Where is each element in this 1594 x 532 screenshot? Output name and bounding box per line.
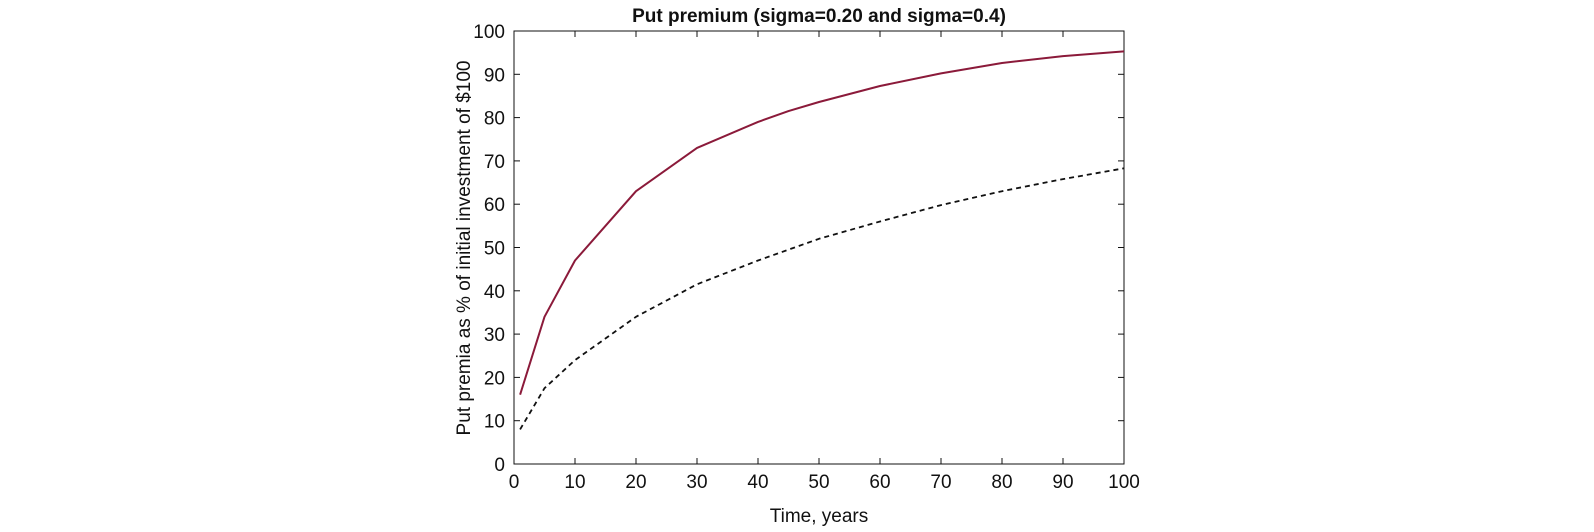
series-line-2 bbox=[519, 167, 1125, 430]
x-tick-label: 100 bbox=[1108, 472, 1140, 493]
x-tick-label: 20 bbox=[625, 472, 646, 493]
y-tick-label: 90 bbox=[484, 65, 505, 86]
y-tick-label: 70 bbox=[484, 152, 505, 173]
x-tick-label: 0 bbox=[509, 472, 520, 493]
series-line-1 bbox=[519, 50, 1125, 395]
y-tick-label: 60 bbox=[484, 195, 505, 216]
y-tick-label: 40 bbox=[484, 282, 505, 303]
plot-frame bbox=[513, 30, 1125, 465]
chart-title: Put premium (sigma=0.20 and sigma=0.4) bbox=[632, 6, 1006, 27]
plot-area bbox=[513, 30, 1125, 465]
y-tick-label: 10 bbox=[484, 412, 505, 433]
y-axis-label: Put premia as % of initial investment of… bbox=[454, 61, 475, 436]
y-tick-label: 50 bbox=[484, 239, 505, 260]
ticks-group: 0 10 20 30 40 50 60 70 80 90 100 0 10 20 30 40 50 60 70 80 9… bbox=[473, 22, 1140, 493]
x-tick-label: 90 bbox=[1052, 472, 1073, 493]
x-tick-label: 80 bbox=[991, 472, 1012, 493]
x-tick-label: 70 bbox=[930, 472, 951, 493]
y-tick-label: 30 bbox=[484, 325, 505, 346]
x-tick-label: 60 bbox=[869, 472, 890, 493]
x-axis-label: Time, years bbox=[770, 506, 869, 527]
y-tick-label: 20 bbox=[484, 368, 505, 389]
series-group bbox=[519, 50, 1125, 430]
y-tick-label: 100 bbox=[473, 22, 505, 43]
x-tick-label: 30 bbox=[686, 472, 707, 493]
x-tick-label: 10 bbox=[564, 472, 585, 493]
y-tick-label: 0 bbox=[494, 455, 505, 476]
y-tick-label: 80 bbox=[484, 109, 505, 130]
x-tick-label: 50 bbox=[808, 472, 829, 493]
x-tick-label: 40 bbox=[747, 472, 768, 493]
